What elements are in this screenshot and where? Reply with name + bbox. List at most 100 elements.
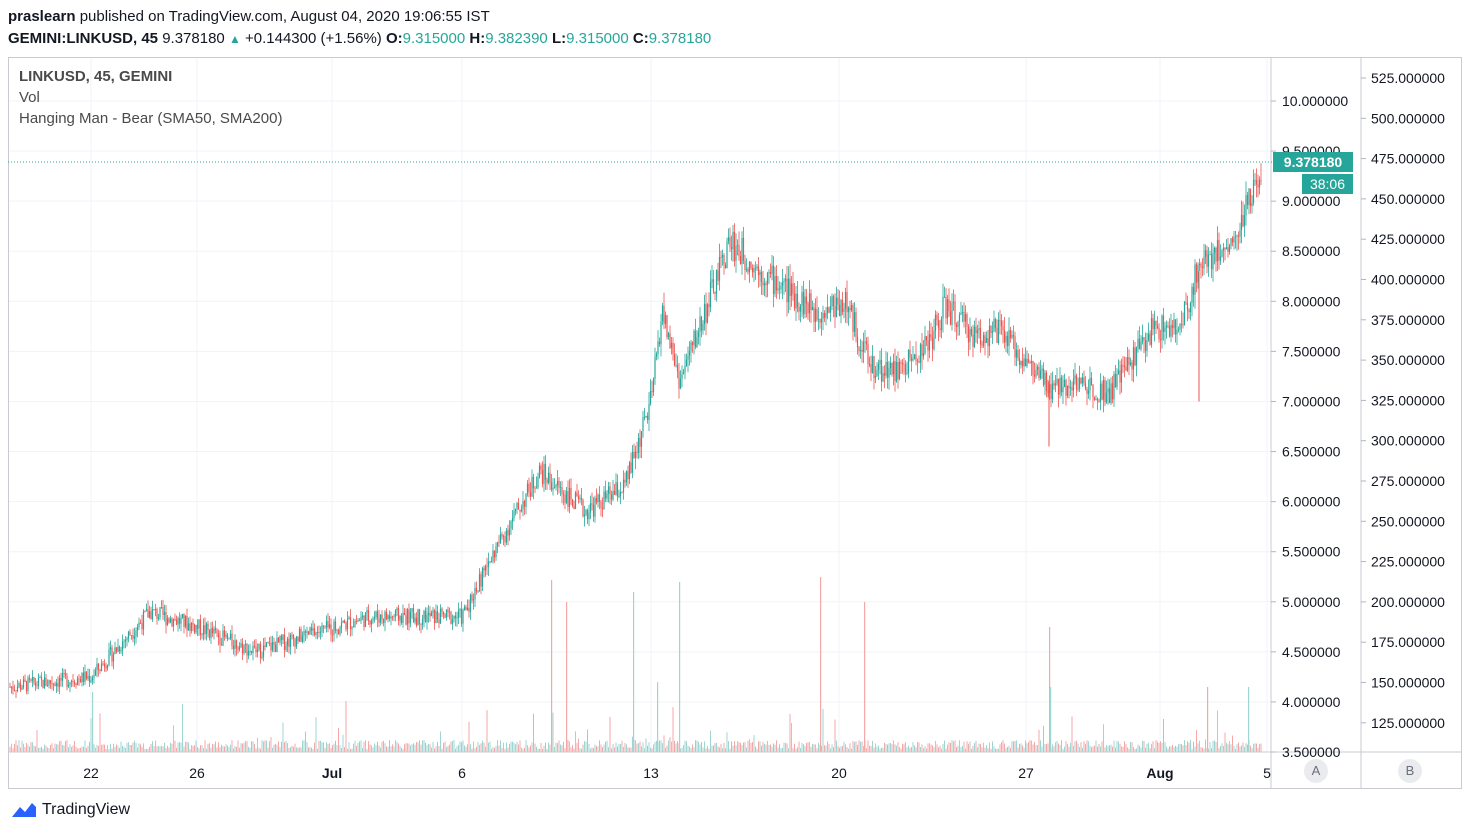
volume-bar (858, 740, 860, 752)
candle-body (46, 685, 49, 687)
candle-body (969, 328, 971, 343)
candle-body (744, 260, 746, 271)
volume-tick-label: 375.000000 (1371, 312, 1445, 328)
volume-tick-label: 250.000000 (1371, 513, 1445, 529)
volume-bar (1170, 746, 1172, 752)
candle-body (471, 594, 473, 601)
candle-body (303, 631, 305, 636)
candle-body (388, 615, 391, 619)
candle-body (12, 686, 14, 690)
candle-body (165, 612, 167, 625)
volume-bar (446, 747, 447, 752)
candle-body (121, 641, 124, 651)
candle-body (330, 624, 332, 635)
volume-bar (1019, 743, 1020, 752)
volume-bar (1197, 743, 1199, 752)
volume-bar (558, 740, 560, 752)
volume-bar (227, 745, 228, 752)
candle-body (43, 677, 46, 688)
log-scale-button[interactable]: B (1398, 759, 1422, 783)
volume-bar (147, 748, 149, 752)
volume-bar (465, 746, 467, 752)
candle-body (1084, 383, 1087, 389)
candle-body (1045, 372, 1048, 392)
volume-bar (288, 747, 290, 752)
volume-bar (768, 744, 770, 752)
volume-bar (603, 744, 605, 752)
candle-body (751, 268, 754, 273)
legend-volume[interactable]: Vol (19, 89, 40, 106)
volume-bar (1157, 741, 1158, 752)
volume-bar (1233, 745, 1235, 752)
volume-spike-bar (679, 582, 681, 752)
volume-bar (762, 741, 764, 752)
volume-bar (431, 747, 432, 752)
candle-body (1249, 188, 1252, 207)
candle-body (832, 296, 835, 307)
volume-bar (813, 744, 815, 752)
volume-bar (1128, 748, 1130, 752)
volume-bar (473, 741, 474, 752)
volume-bar (812, 743, 813, 752)
candle-body (598, 494, 601, 502)
volume-bar (32, 742, 33, 752)
legend-symbol[interactable]: LINKUSD, 45, GEMINI (19, 68, 173, 85)
volume-bar (572, 745, 573, 752)
candle-body (946, 299, 949, 319)
volume-bar (699, 744, 701, 752)
candle-body (727, 237, 730, 242)
candle-body (544, 464, 547, 480)
volume-bar (821, 745, 822, 752)
published-text: published on TradingView.com, August 04,… (79, 8, 490, 25)
candle-body (1144, 339, 1147, 351)
volume-spike-bar (1207, 687, 1209, 752)
volume-bar (1257, 747, 1259, 752)
candle-body (433, 610, 436, 623)
volume-bar (341, 747, 342, 752)
volume-bar (639, 741, 641, 752)
candle-body (316, 632, 319, 633)
volume-bar (369, 744, 371, 752)
candle-body (756, 266, 758, 269)
candle-body (1194, 264, 1196, 295)
volume-bar (747, 740, 749, 752)
candle-body (613, 490, 616, 495)
volume-bar (641, 746, 642, 752)
candle-body (94, 670, 97, 676)
candle-body (1044, 372, 1046, 385)
candle-body (672, 342, 674, 354)
chart-header: praslearn published on TradingView.com, … (8, 6, 711, 50)
volume-bar (903, 744, 905, 752)
volume-bar (759, 741, 761, 752)
candle-body (597, 494, 599, 503)
volume-bar (695, 740, 696, 752)
volume-bar (122, 745, 123, 752)
volume-bar (872, 740, 873, 752)
candle-body (792, 283, 794, 294)
volume-bar (1127, 747, 1128, 752)
footer-brand[interactable]: TradingView (10, 801, 130, 819)
candle-body (571, 499, 574, 507)
volume-bar (1079, 747, 1080, 752)
candle-body (1056, 378, 1058, 384)
auto-scale-button[interactable]: A (1304, 759, 1328, 783)
candle-body (414, 617, 416, 622)
candle-body (717, 270, 719, 281)
volume-bar (434, 748, 435, 752)
legend-indicator[interactable]: Hanging Man - Bear (SMA50, SMA200) (19, 110, 283, 127)
candle-body (334, 621, 337, 631)
candle-body (378, 618, 380, 623)
candle-body (189, 623, 191, 631)
volume-bar (225, 744, 227, 752)
volume-bar (348, 742, 350, 752)
volume-bar (650, 747, 651, 752)
candle-body (624, 479, 626, 483)
candle-body (75, 683, 77, 686)
volume-bar (1209, 741, 1211, 752)
candle-body (367, 610, 370, 621)
volume-bar (29, 746, 30, 752)
volume-bar (1196, 729, 1197, 752)
candle-body (886, 362, 889, 378)
volume-bar (413, 743, 414, 752)
